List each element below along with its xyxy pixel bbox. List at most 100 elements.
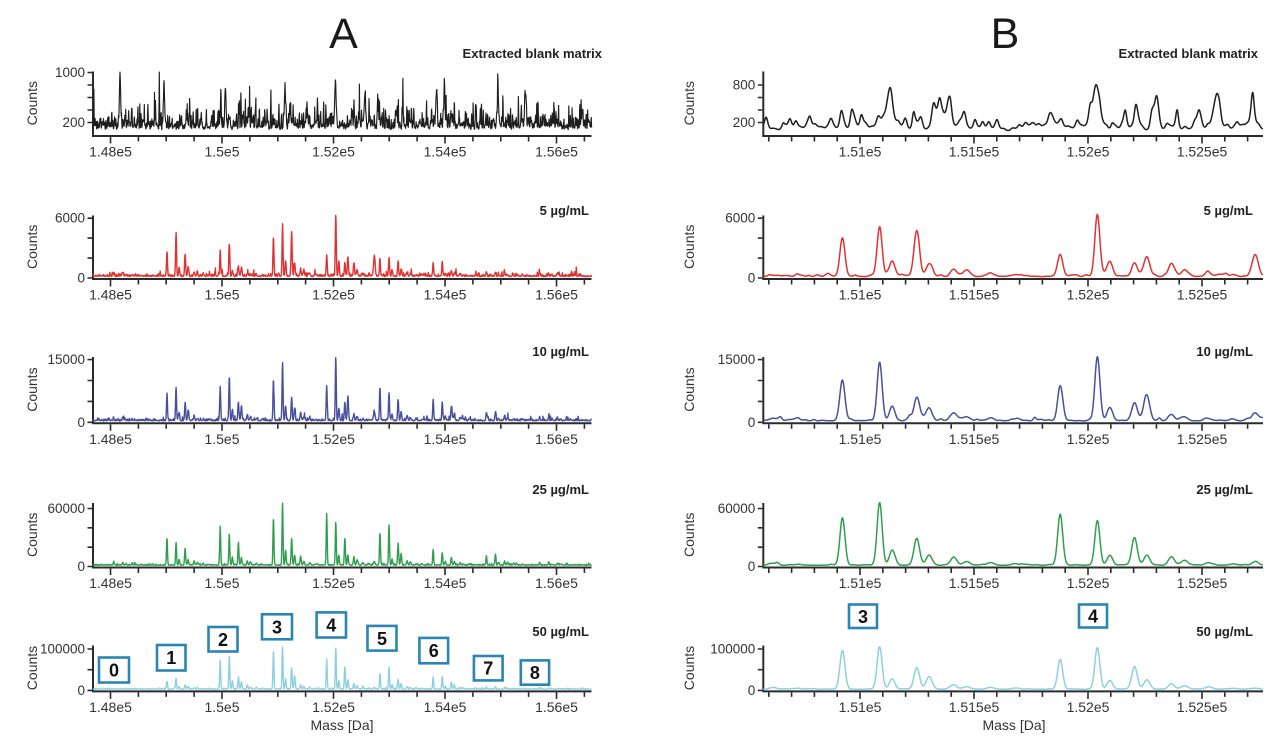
svg-text:1: 1 <box>166 648 176 668</box>
svg-text:1.56e5: 1.56e5 <box>535 431 578 447</box>
svg-text:1.48e5: 1.48e5 <box>89 144 132 160</box>
svg-text:1.48e5: 1.48e5 <box>89 699 132 715</box>
svg-text:200: 200 <box>733 115 756 130</box>
svg-text:1.52e5: 1.52e5 <box>312 287 355 303</box>
svg-text:1.56e5: 1.56e5 <box>535 575 578 591</box>
svg-text:50 µg/mL: 50 µg/mL <box>1196 624 1253 639</box>
svg-text:6000: 6000 <box>55 211 85 226</box>
svg-text:1.525e5: 1.525e5 <box>1177 144 1228 160</box>
svg-text:3: 3 <box>272 617 282 637</box>
svg-text:1.56e5: 1.56e5 <box>535 699 578 715</box>
svg-text:1.52e5: 1.52e5 <box>1067 575 1110 591</box>
svg-text:60000: 60000 <box>718 501 756 516</box>
svg-text:1.515e5: 1.515e5 <box>949 575 1000 591</box>
svg-text:B: B <box>991 10 1020 58</box>
svg-text:Extracted blank matrix: Extracted blank matrix <box>463 46 603 61</box>
svg-text:Mass [Da]: Mass [Da] <box>982 717 1045 733</box>
svg-text:1.54e5: 1.54e5 <box>424 699 467 715</box>
svg-text:Counts: Counts <box>681 367 697 411</box>
svg-text:100000: 100000 <box>40 642 85 657</box>
svg-text:Counts: Counts <box>681 513 697 557</box>
svg-text:0: 0 <box>748 683 756 698</box>
svg-text:1.515e5: 1.515e5 <box>949 431 1000 447</box>
svg-text:1.51e5: 1.51e5 <box>839 699 882 715</box>
svg-text:1.56e5: 1.56e5 <box>535 144 578 160</box>
svg-text:60000: 60000 <box>47 501 85 516</box>
svg-text:1.5e5: 1.5e5 <box>204 575 239 591</box>
svg-text:6000: 6000 <box>725 211 755 226</box>
svg-text:1.5e5: 1.5e5 <box>204 431 239 447</box>
svg-text:1.52e5: 1.52e5 <box>1067 287 1110 303</box>
svg-text:Counts: Counts <box>24 81 40 125</box>
svg-text:2: 2 <box>218 630 228 650</box>
svg-text:1.54e5: 1.54e5 <box>424 575 467 591</box>
svg-text:50 µg/mL: 50 µg/mL <box>532 624 589 639</box>
svg-text:1.54e5: 1.54e5 <box>424 144 467 160</box>
svg-text:0: 0 <box>77 415 85 430</box>
svg-text:3: 3 <box>858 607 868 627</box>
svg-text:4: 4 <box>1088 607 1098 627</box>
svg-text:25 µg/mL: 25 µg/mL <box>1196 482 1253 497</box>
svg-text:Extracted blank matrix: Extracted blank matrix <box>1119 46 1259 61</box>
svg-text:1.54e5: 1.54e5 <box>424 431 467 447</box>
svg-text:A: A <box>329 10 358 58</box>
svg-text:1000: 1000 <box>55 65 85 80</box>
svg-text:1.525e5: 1.525e5 <box>1177 575 1228 591</box>
svg-text:Counts: Counts <box>24 367 40 411</box>
svg-text:4: 4 <box>326 615 336 635</box>
svg-text:1.5e5: 1.5e5 <box>204 144 239 160</box>
svg-text:1.515e5: 1.515e5 <box>949 144 1000 160</box>
svg-text:25 µg/mL: 25 µg/mL <box>532 482 589 497</box>
svg-text:1.5e5: 1.5e5 <box>204 699 239 715</box>
svg-text:Counts: Counts <box>681 646 697 690</box>
svg-text:1.51e5: 1.51e5 <box>839 575 882 591</box>
svg-text:1.52e5: 1.52e5 <box>312 431 355 447</box>
svg-text:5 µg/mL: 5 µg/mL <box>540 203 589 218</box>
svg-text:Counts: Counts <box>681 81 697 125</box>
svg-text:10 µg/mL: 10 µg/mL <box>532 344 589 359</box>
svg-text:Counts: Counts <box>24 225 40 269</box>
svg-text:1.54e5: 1.54e5 <box>424 287 467 303</box>
svg-text:1.52e5: 1.52e5 <box>1067 144 1110 160</box>
svg-text:Counts: Counts <box>681 225 697 269</box>
svg-text:0: 0 <box>748 271 756 286</box>
svg-text:1.515e5: 1.515e5 <box>949 287 1000 303</box>
svg-text:Counts: Counts <box>24 646 40 690</box>
svg-text:1.52e5: 1.52e5 <box>1067 431 1110 447</box>
svg-text:1.525e5: 1.525e5 <box>1177 287 1228 303</box>
svg-text:1.515e5: 1.515e5 <box>949 699 1000 715</box>
svg-text:Mass [Da]: Mass [Da] <box>310 717 373 733</box>
svg-text:1.48e5: 1.48e5 <box>89 575 132 591</box>
svg-text:1.525e5: 1.525e5 <box>1177 431 1228 447</box>
svg-text:10 µg/mL: 10 µg/mL <box>1196 344 1253 359</box>
svg-text:1.48e5: 1.48e5 <box>89 287 132 303</box>
svg-text:1.51e5: 1.51e5 <box>839 144 882 160</box>
svg-text:0: 0 <box>77 683 85 698</box>
svg-text:7: 7 <box>483 659 493 679</box>
svg-text:100000: 100000 <box>710 642 755 657</box>
svg-text:1.52e5: 1.52e5 <box>312 699 355 715</box>
svg-text:1.56e5: 1.56e5 <box>535 287 578 303</box>
svg-text:6: 6 <box>429 641 439 661</box>
svg-text:5 µg/mL: 5 µg/mL <box>1204 203 1253 218</box>
svg-text:1.48e5: 1.48e5 <box>89 431 132 447</box>
svg-text:8: 8 <box>530 663 540 683</box>
svg-text:0: 0 <box>748 415 756 430</box>
svg-text:1.525e5: 1.525e5 <box>1177 699 1228 715</box>
svg-text:15000: 15000 <box>47 352 85 367</box>
svg-text:0: 0 <box>77 559 85 574</box>
svg-text:1.52e5: 1.52e5 <box>1067 699 1110 715</box>
svg-text:200: 200 <box>62 115 85 130</box>
svg-text:0: 0 <box>748 559 756 574</box>
svg-text:Counts: Counts <box>24 513 40 557</box>
svg-text:1.5e5: 1.5e5 <box>204 287 239 303</box>
svg-text:5: 5 <box>377 629 387 649</box>
svg-text:0: 0 <box>77 271 85 286</box>
svg-text:1.52e5: 1.52e5 <box>312 575 355 591</box>
svg-text:800: 800 <box>733 78 756 93</box>
svg-text:1.51e5: 1.51e5 <box>839 287 882 303</box>
svg-text:0: 0 <box>109 661 119 681</box>
svg-text:1.52e5: 1.52e5 <box>312 144 355 160</box>
svg-text:15000: 15000 <box>718 352 756 367</box>
svg-text:1.51e5: 1.51e5 <box>839 431 882 447</box>
